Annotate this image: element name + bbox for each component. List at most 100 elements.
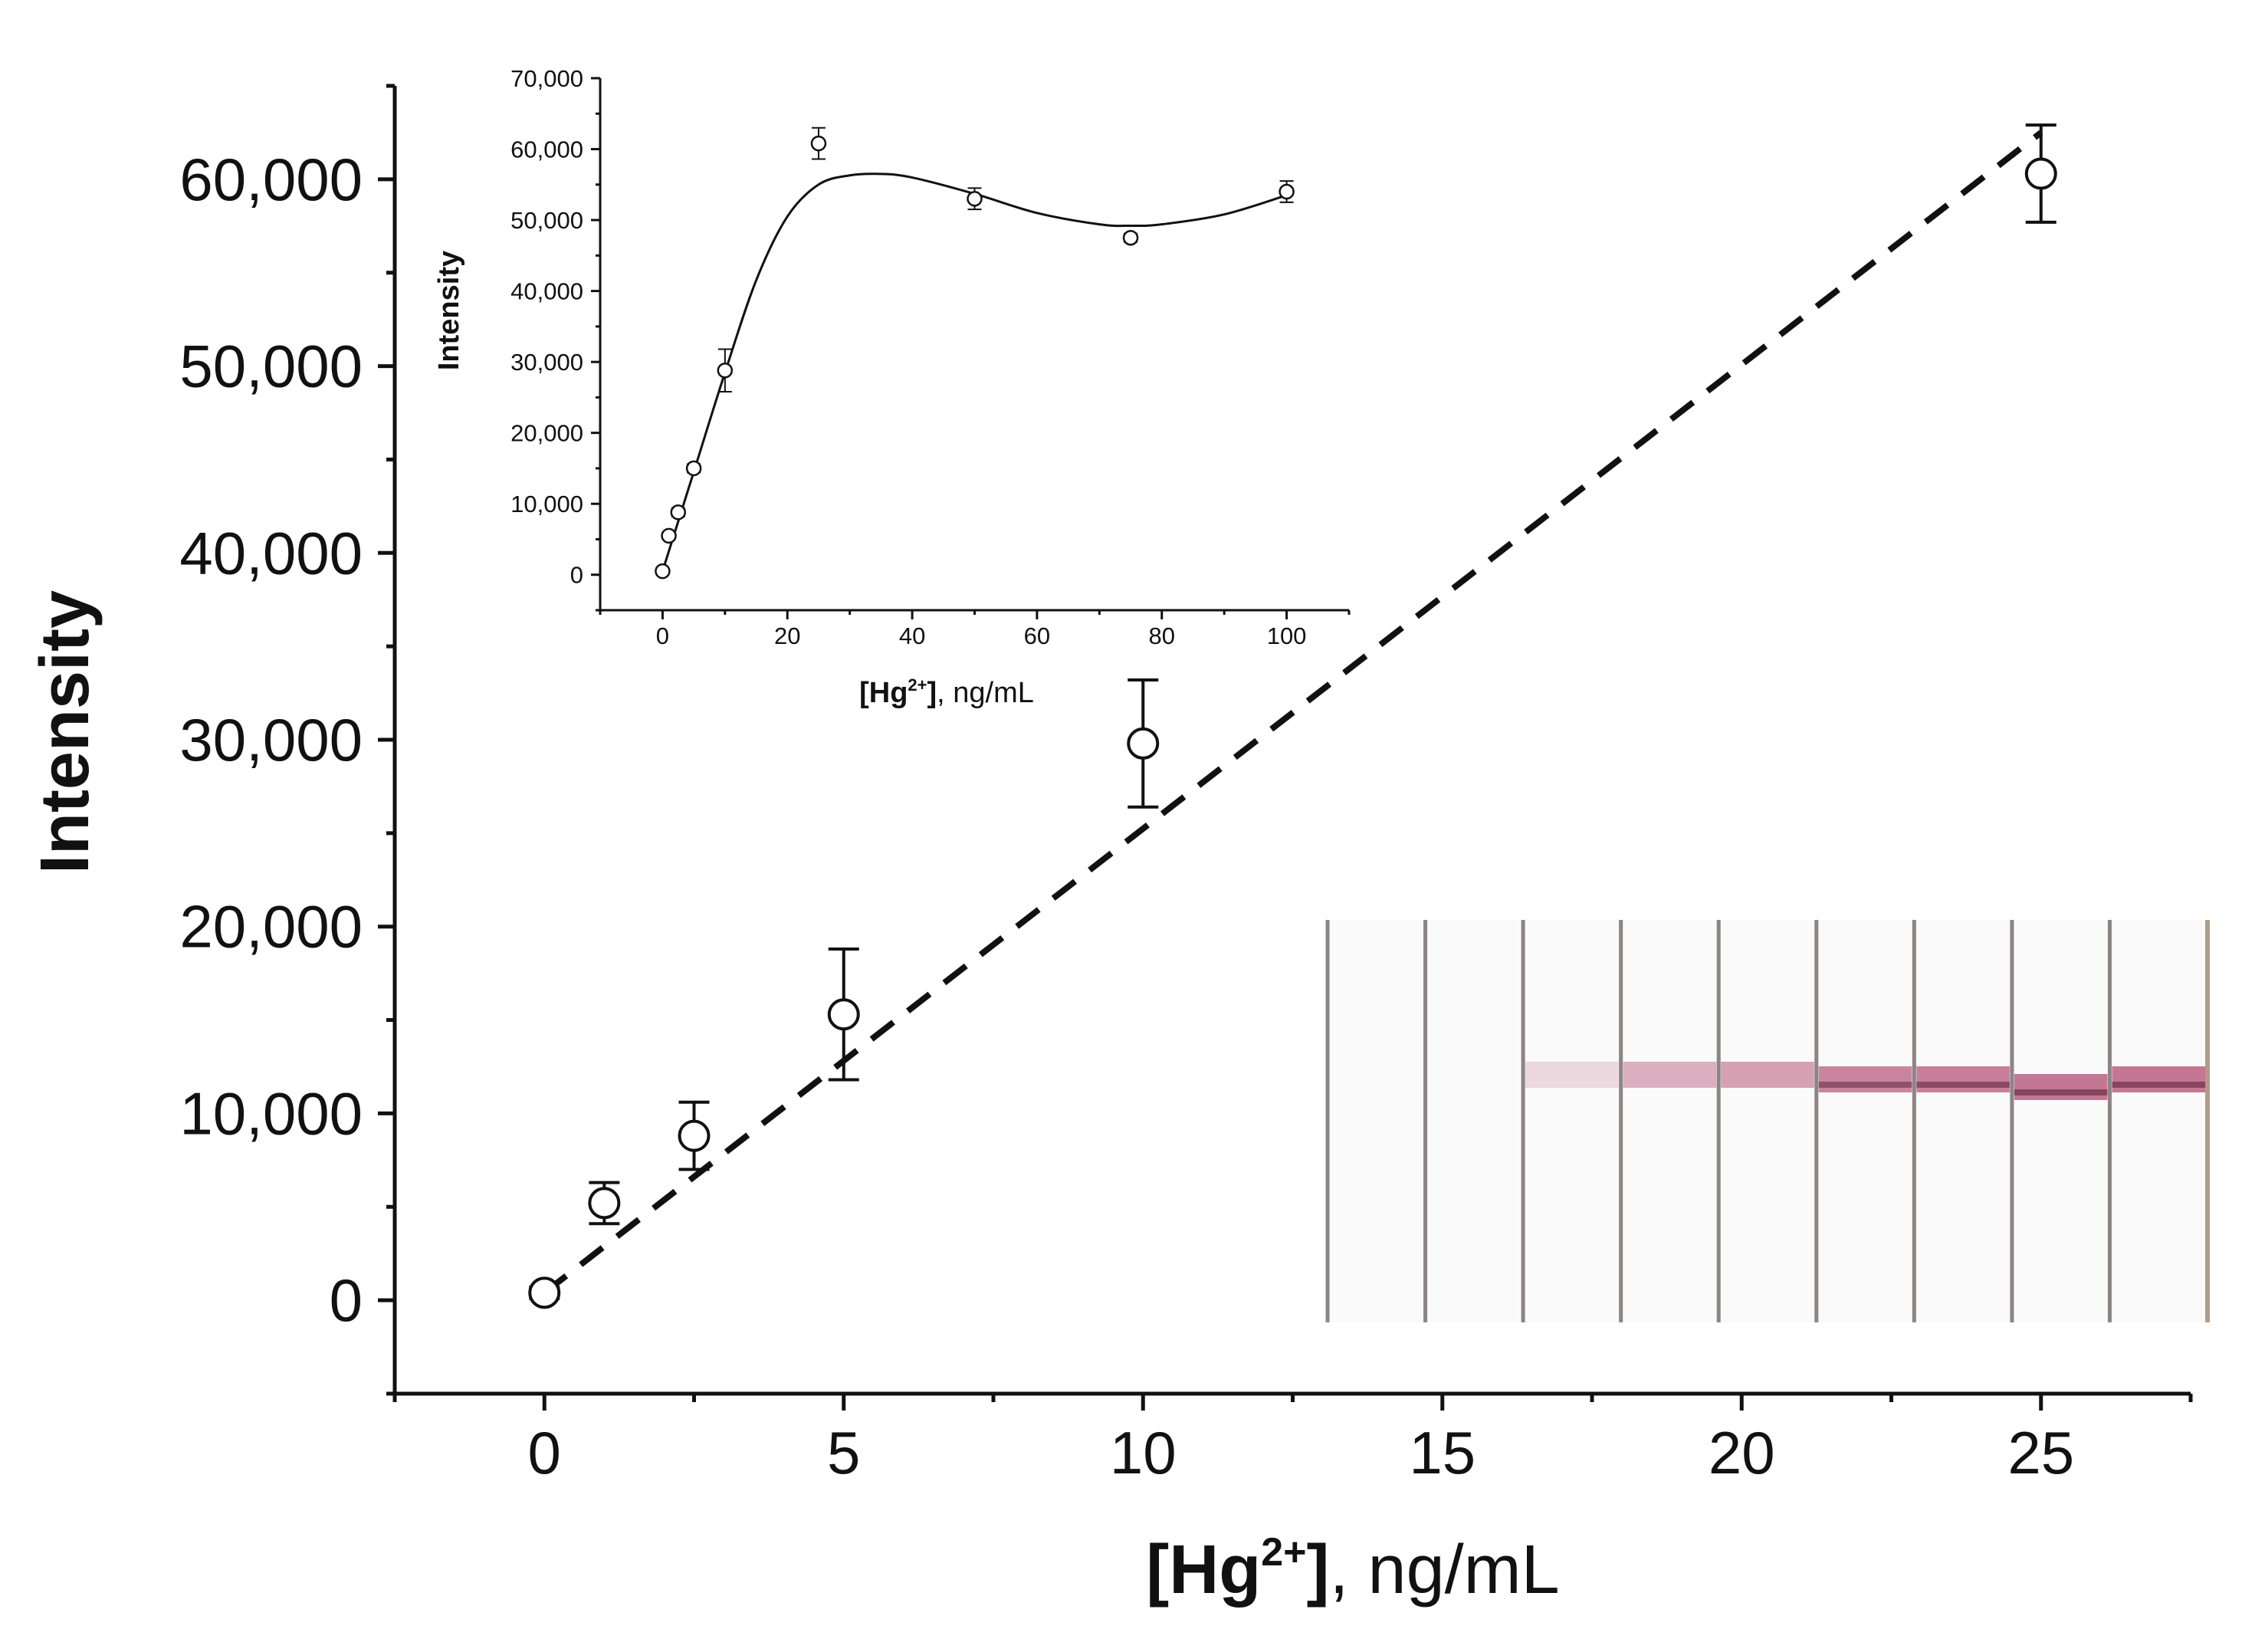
strip-membrane bbox=[2014, 920, 2108, 1322]
inset-data-point bbox=[717, 348, 734, 392]
test-line-band bbox=[1525, 1062, 1619, 1088]
strip-membrane bbox=[1525, 920, 1619, 1322]
inset-y-tick-label: 40,000 bbox=[510, 278, 583, 305]
main-data-point bbox=[2024, 123, 2057, 224]
test-strip bbox=[1912, 920, 2010, 1322]
inset-data-point bbox=[685, 460, 702, 477]
inset-x-label-bold: [Hg bbox=[859, 677, 908, 709]
inset-x-tick-label: 0 bbox=[656, 622, 669, 649]
test-line-band-edge bbox=[2014, 1089, 2108, 1095]
main-x-axis-label: [Hg2+], ng/mL bbox=[1146, 1530, 1559, 1608]
main-x-tick-label: 5 bbox=[827, 1419, 860, 1486]
test-strip bbox=[1423, 920, 1521, 1322]
main-fit-line bbox=[542, 130, 2043, 1296]
test-line-band bbox=[1721, 1062, 1814, 1088]
inset-data-point bbox=[1279, 180, 1295, 203]
main-marker bbox=[2024, 157, 2057, 190]
main-x-label-bracket: ] bbox=[1307, 1532, 1330, 1608]
main-marker bbox=[678, 1119, 711, 1152]
inset-x-axis-label: [Hg2+], ng/mL bbox=[859, 675, 1034, 709]
inset-marker bbox=[1122, 229, 1139, 246]
main-x-label-bold: [Hg bbox=[1146, 1532, 1261, 1608]
test-line-band-edge bbox=[1916, 1082, 2010, 1088]
main-data-point bbox=[678, 1100, 711, 1171]
strip-membrane bbox=[1721, 920, 1814, 1322]
inset-plot: 0 10,000 20,000 30,000 40,000 50,000 60,000 70,… bbox=[433, 65, 1351, 709]
main-y-tick-label: 10,000 bbox=[179, 1079, 363, 1147]
inset-y-tick-label: 10,000 bbox=[510, 491, 583, 517]
main-marker bbox=[528, 1276, 561, 1309]
inset-x-tick-label: 80 bbox=[1149, 622, 1175, 649]
main-data-points bbox=[528, 123, 2057, 1309]
main-y-axis-label: Intensity bbox=[27, 590, 103, 874]
inset-x-ticks: 0 20 40 60 80 100 bbox=[599, 610, 1351, 649]
main-x-tick-label: 25 bbox=[2007, 1419, 2074, 1486]
inset-x-tick-label: 20 bbox=[774, 622, 800, 649]
main-y-tick-label: 20,000 bbox=[179, 893, 363, 961]
main-x-tick-label: 20 bbox=[1709, 1419, 1775, 1486]
main-plot: 0 10,000 20,000 30,000 40,000 50,000 60,000 0 5… bbox=[27, 84, 2193, 1608]
inset-marker bbox=[655, 563, 671, 580]
inset-data-point bbox=[1122, 229, 1139, 246]
inset-x-label-units: , ng/mL bbox=[937, 677, 1034, 709]
inset-marker bbox=[685, 460, 702, 477]
test-strip bbox=[1814, 920, 1912, 1322]
main-marker bbox=[588, 1187, 621, 1220]
main-marker bbox=[1127, 727, 1160, 760]
inset-data-point bbox=[967, 187, 983, 211]
test-strip bbox=[1325, 920, 1423, 1322]
test-line-band-edge bbox=[2112, 1082, 2205, 1088]
inset-y-axis-label: Intensity bbox=[433, 251, 465, 370]
main-x-tick-label: 15 bbox=[1409, 1419, 1476, 1486]
main-x-tick-label: 10 bbox=[1110, 1419, 1177, 1486]
strip-membrane bbox=[1818, 920, 1912, 1322]
test-strip bbox=[2010, 920, 2108, 1322]
strip-membrane bbox=[1330, 920, 1423, 1322]
test-strip-photo bbox=[1325, 920, 2210, 1322]
main-y-tick-label: 60,000 bbox=[179, 146, 363, 213]
test-strip bbox=[1619, 920, 1717, 1322]
inset-x-tick-label: 100 bbox=[1267, 622, 1307, 649]
test-line-band-edge bbox=[1818, 1082, 1912, 1088]
inset-x-label-bracket: ] bbox=[927, 677, 937, 709]
inset-marker bbox=[670, 504, 687, 521]
inset-data-point bbox=[810, 126, 827, 160]
main-y-tick-label: 30,000 bbox=[179, 706, 363, 773]
main-data-point bbox=[1127, 678, 1160, 809]
inset-marker bbox=[967, 191, 983, 207]
main-y-tick-label: 50,000 bbox=[179, 333, 363, 400]
inset-x-tick-label: 40 bbox=[899, 622, 925, 649]
inset-y-tick-label: 20,000 bbox=[510, 420, 583, 447]
main-dashed-fit-line bbox=[542, 130, 2043, 1296]
test-strip bbox=[1521, 920, 1619, 1322]
strip-membrane bbox=[1427, 920, 1521, 1322]
main-x-label-sup: 2+ bbox=[1261, 1530, 1306, 1575]
main-data-point bbox=[827, 947, 860, 1082]
main-data-point bbox=[528, 1276, 561, 1309]
main-data-point bbox=[588, 1181, 621, 1226]
inset-marker bbox=[810, 135, 827, 152]
inset-y-tick-label: 60,000 bbox=[510, 136, 583, 163]
inset-y-tick-label: 30,000 bbox=[510, 349, 583, 376]
inset-data-point bbox=[661, 527, 677, 544]
inset-y-ticks: 0 10,000 20,000 30,000 40,000 50,000 60,000 70,… bbox=[510, 65, 600, 612]
inset-data-point bbox=[670, 504, 687, 521]
inset-data-point bbox=[655, 563, 671, 580]
inset-marker bbox=[717, 362, 734, 379]
strip-membrane bbox=[2112, 920, 2205, 1322]
main-marker bbox=[827, 998, 860, 1031]
main-y-tick-label: 40,000 bbox=[179, 519, 363, 586]
inset-y-tick-label: 70,000 bbox=[510, 65, 583, 92]
test-strip bbox=[1716, 920, 1814, 1322]
test-line-band bbox=[1818, 1066, 1912, 1092]
test-strip bbox=[2107, 920, 2205, 1322]
inset-x-tick-label: 60 bbox=[1024, 622, 1050, 649]
test-line-band bbox=[1623, 1062, 1717, 1088]
test-line-band bbox=[2014, 1074, 2108, 1100]
inset-y-tick-label: 0 bbox=[570, 562, 583, 589]
main-y-tick-label: 0 bbox=[330, 1266, 363, 1334]
inset-marker bbox=[661, 527, 677, 544]
strip-membrane bbox=[1916, 920, 2010, 1322]
